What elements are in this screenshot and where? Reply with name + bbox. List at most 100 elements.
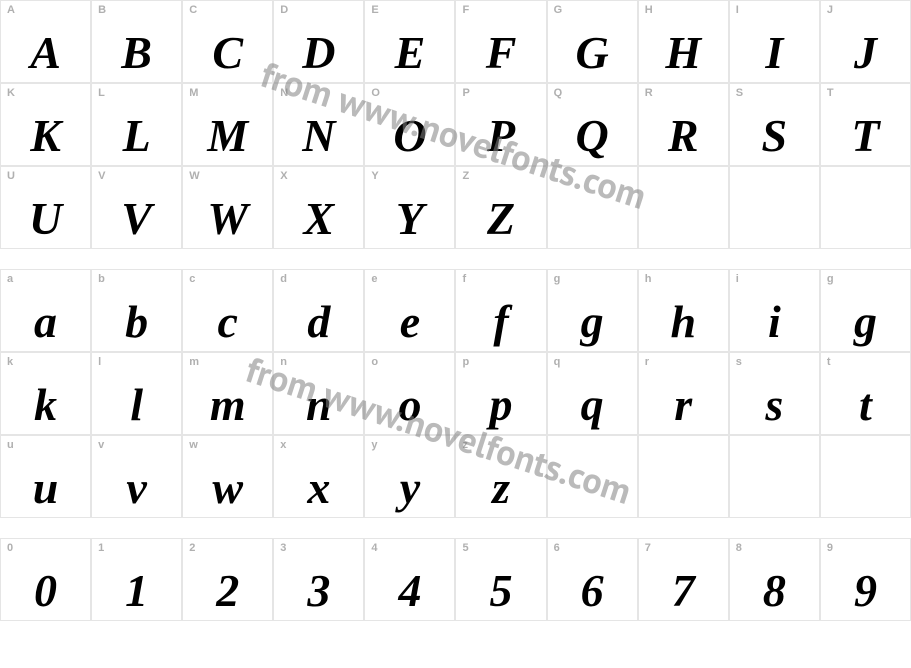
section-spacer	[0, 249, 911, 269]
cell-glyph: I	[730, 30, 819, 76]
glyph-cell: aa	[0, 269, 91, 352]
uppercase-row-2: KK LL MM NN OO PP QQ RR SS TT	[0, 83, 911, 166]
glyph-cell: DD	[273, 0, 364, 83]
cell-label: c	[189, 273, 195, 285]
cell-label: F	[462, 4, 469, 16]
cell-label: u	[7, 439, 14, 451]
cell-label: d	[280, 273, 287, 285]
glyph-cell	[547, 166, 638, 249]
cell-glyph: 3	[274, 568, 363, 614]
cell-label: 0	[7, 542, 13, 554]
glyph-cell: 33	[273, 538, 364, 621]
uppercase-row-3: UU VV WW XX YY ZZ	[0, 166, 911, 249]
cell-glyph: f	[456, 299, 545, 345]
glyph-cell: NN	[273, 83, 364, 166]
cell-label: 5	[462, 542, 468, 554]
cell-glyph: M	[183, 113, 272, 159]
cell-glyph: w	[183, 465, 272, 511]
cell-glyph: R	[639, 113, 728, 159]
lowercase-row-3: uu vv ww xx yy zz	[0, 435, 911, 518]
glyph-cell	[820, 166, 911, 249]
lowercase-row-2: kk ll mm nn oo pp qq rr ss tt	[0, 352, 911, 435]
cell-label: x	[280, 439, 286, 451]
cell-glyph: 9	[821, 568, 910, 614]
cell-glyph: V	[92, 196, 181, 242]
cell-label: z	[462, 439, 468, 451]
glyph-cell: CC	[182, 0, 273, 83]
cell-label: B	[98, 4, 106, 16]
cell-glyph: u	[1, 465, 90, 511]
cell-glyph: l	[92, 382, 181, 428]
cell-label: f	[462, 273, 466, 285]
glyph-cell	[729, 435, 820, 518]
glyph-cell: bb	[91, 269, 182, 352]
glyph-cell: gg	[547, 269, 638, 352]
cell-glyph: L	[92, 113, 181, 159]
cell-label: a	[7, 273, 13, 285]
cell-label: W	[189, 170, 199, 182]
glyph-cell: AA	[0, 0, 91, 83]
cell-label: p	[462, 356, 469, 368]
cell-label: b	[98, 273, 105, 285]
glyph-cell: RR	[638, 83, 729, 166]
glyph-cell: 77	[638, 538, 729, 621]
glyph-cell: GG	[547, 0, 638, 83]
glyph-cell	[638, 166, 729, 249]
glyph-cell: JJ	[820, 0, 911, 83]
glyph-cell: VV	[91, 166, 182, 249]
cell-glyph: a	[1, 299, 90, 345]
cell-glyph: b	[92, 299, 181, 345]
glyph-cell: KK	[0, 83, 91, 166]
cell-label: C	[189, 4, 197, 16]
glyph-cell: QQ	[547, 83, 638, 166]
cell-label: q	[554, 356, 561, 368]
cell-glyph: 4	[365, 568, 454, 614]
cell-glyph: X	[274, 196, 363, 242]
cell-label: g	[827, 273, 834, 285]
glyph-cell: kk	[0, 352, 91, 435]
glyph-cell: pp	[455, 352, 546, 435]
cell-label: N	[280, 87, 288, 99]
cell-glyph: W	[183, 196, 272, 242]
glyph-cell: XX	[273, 166, 364, 249]
glyph-cell: tt	[820, 352, 911, 435]
cell-label: e	[371, 273, 377, 285]
cell-glyph: F	[456, 30, 545, 76]
cell-glyph: k	[1, 382, 90, 428]
glyph-cell: ii	[729, 269, 820, 352]
cell-label: U	[7, 170, 15, 182]
glyph-cell: FF	[455, 0, 546, 83]
cell-label: 6	[554, 542, 560, 554]
cell-label: H	[645, 4, 653, 16]
cell-glyph: 1	[92, 568, 181, 614]
glyph-cell: rr	[638, 352, 729, 435]
cell-glyph: A	[1, 30, 90, 76]
cell-label: Q	[554, 87, 563, 99]
glyph-cell: UU	[0, 166, 91, 249]
glyph-cell: qq	[547, 352, 638, 435]
cell-label: 7	[645, 542, 651, 554]
glyph-cell: 55	[455, 538, 546, 621]
glyph-cell: 11	[91, 538, 182, 621]
glyph-cell: SS	[729, 83, 820, 166]
glyph-cell: zz	[455, 435, 546, 518]
cell-label: m	[189, 356, 199, 368]
glyph-cell: uu	[0, 435, 91, 518]
cell-glyph: n	[274, 382, 363, 428]
glyph-cell	[638, 435, 729, 518]
glyph-cell: xx	[273, 435, 364, 518]
glyph-cell: ff	[455, 269, 546, 352]
cell-label: Y	[371, 170, 378, 182]
cell-glyph: 6	[548, 568, 637, 614]
cell-glyph: r	[639, 382, 728, 428]
glyph-cell: ll	[91, 352, 182, 435]
cell-glyph: J	[821, 30, 910, 76]
glyph-cell: YY	[364, 166, 455, 249]
cell-label: h	[645, 273, 652, 285]
cell-label: k	[7, 356, 13, 368]
glyph-cell: nn	[273, 352, 364, 435]
cell-label: v	[98, 439, 104, 451]
cell-glyph: H	[639, 30, 728, 76]
cell-label: Z	[462, 170, 469, 182]
glyph-cell: vv	[91, 435, 182, 518]
